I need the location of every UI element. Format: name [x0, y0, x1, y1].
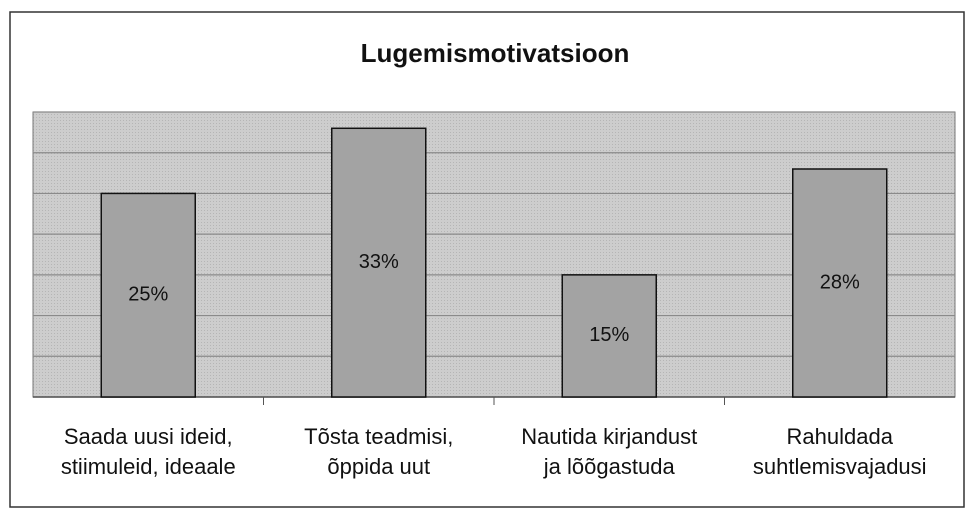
value-label: 33% [359, 251, 399, 273]
bar [331, 127, 427, 398]
bar [100, 192, 196, 398]
x-tick-label: suhtlemisvajadusi [753, 454, 927, 479]
x-tick-label: Nautida kirjandust [521, 424, 697, 449]
x-tick-label: Saada uusi ideid, [64, 424, 233, 449]
x-tick-label: stiimuleid, ideaale [61, 454, 236, 479]
x-tick-label: Rahuldada [787, 424, 894, 449]
x-tick-label: ja lõõgastuda [543, 454, 676, 479]
value-label: 25% [128, 283, 168, 305]
bar [792, 168, 888, 398]
value-label: 28% [820, 271, 860, 293]
value-label: 15% [589, 324, 629, 346]
bar [561, 274, 657, 398]
x-tick-label: õppida uut [327, 454, 430, 479]
chart-title: Lugemismotivatsioon [361, 38, 630, 68]
x-tick-label: Tõsta teadmisi, [304, 424, 453, 449]
